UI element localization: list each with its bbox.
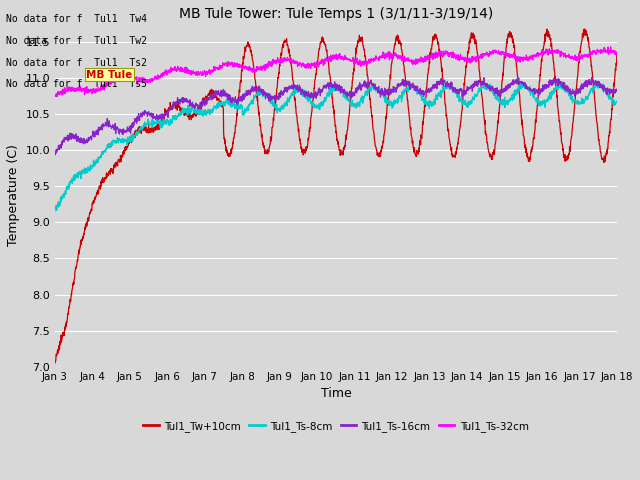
Text: No data for f  Tul1  Ts2: No data for f Tul1 Ts2: [6, 58, 147, 68]
Text: No data for f  Tul1  Ts5: No data for f Tul1 Ts5: [6, 79, 147, 89]
Text: No data for f  Tul1  Tw2: No data for f Tul1 Tw2: [6, 36, 147, 46]
Y-axis label: Temperature (C): Temperature (C): [7, 144, 20, 246]
X-axis label: Time: Time: [321, 387, 351, 400]
Legend: Tul1_Tw+10cm, Tul1_Ts-8cm, Tul1_Ts-16cm, Tul1_Ts-32cm: Tul1_Tw+10cm, Tul1_Ts-8cm, Tul1_Ts-16cm,…: [139, 417, 532, 436]
Title: MB Tule Tower: Tule Temps 1 (3/1/11-3/19/14): MB Tule Tower: Tule Temps 1 (3/1/11-3/19…: [179, 7, 493, 21]
Text: No data for f  Tul1  Tw4: No data for f Tul1 Tw4: [6, 14, 147, 24]
Text: MB Tule: MB Tule: [86, 70, 132, 80]
